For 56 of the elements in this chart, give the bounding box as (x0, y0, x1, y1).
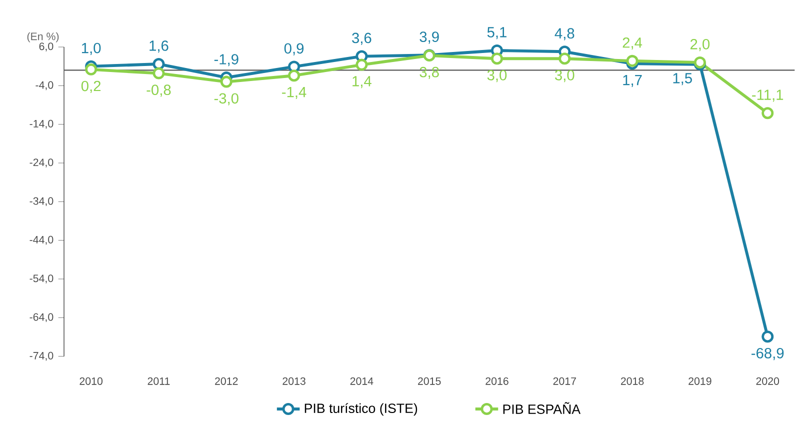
data-label: -1,4 (282, 87, 306, 99)
data-label: 0,2 (81, 80, 101, 93)
x-tick-label: 2010 (80, 377, 103, 385)
y-tick-label: 6,0 (39, 42, 54, 52)
data-label: 4,8 (554, 28, 574, 40)
x-tick-label: 2017 (553, 377, 576, 385)
data-label: 1,5 (673, 73, 692, 86)
data-label: 3,6 (352, 32, 372, 45)
data-label: 1,4 (352, 76, 372, 88)
y-tick-label: -64,0 (30, 313, 54, 322)
y-tick-label: -44,0 (30, 236, 54, 245)
data-label: 1,6 (150, 40, 168, 53)
x-tick-label: 2012 (215, 377, 238, 385)
y-tick-label: -74,0 (30, 352, 54, 361)
y-tick-label: -14,0 (30, 120, 54, 129)
y-tick-label: -4,0 (36, 81, 54, 90)
y-tick-label: -24,0 (30, 158, 54, 168)
x-tick-label: 2020 (756, 377, 780, 385)
y-tick-label: -34,0 (30, 197, 54, 206)
x-tick-label: 2014 (350, 377, 374, 385)
x-tick-label: 2018 (620, 377, 644, 385)
x-tick-label: 2019 (688, 377, 712, 385)
data-label: 3,9 (420, 32, 439, 44)
legend-label: PIB turístico (ISTE) (304, 403, 418, 416)
data-label: 0,9 (284, 43, 304, 56)
data-label: 1,0 (82, 42, 101, 55)
point (152, 67, 165, 80)
x-tick-label: 2011 (148, 377, 170, 385)
data-label: -1,9 (214, 54, 238, 66)
point (220, 76, 232, 88)
data-label: -0,8 (146, 84, 171, 97)
point (490, 52, 503, 65)
data-label: -3,0 (214, 93, 238, 106)
point (626, 54, 638, 67)
point (762, 107, 774, 120)
y-axis-title: (En %) (27, 32, 59, 42)
x-tick-label: 2013 (282, 377, 306, 385)
point (288, 70, 300, 82)
data-label: -68,9 (752, 348, 784, 360)
data-label: 2,0 (690, 38, 710, 52)
data-label: 5,1 (487, 27, 506, 40)
data-label: 1,7 (623, 75, 642, 87)
data-label: 3,8 (420, 66, 439, 80)
point (558, 52, 571, 65)
x-tick-label: 2015 (418, 377, 441, 385)
point (85, 63, 98, 76)
point (152, 58, 165, 70)
data-label: 3,0 (555, 70, 574, 82)
data-label: 2,4 (622, 37, 642, 50)
data-label: -11,1 (752, 90, 784, 102)
point (762, 330, 774, 343)
y-tick-label: -54,0 (30, 274, 54, 284)
x-tick-label: 2016 (486, 377, 508, 385)
point (356, 58, 368, 71)
legend-label: PIB ESPAÑA (503, 402, 581, 414)
data-label: 3,0 (487, 70, 507, 82)
